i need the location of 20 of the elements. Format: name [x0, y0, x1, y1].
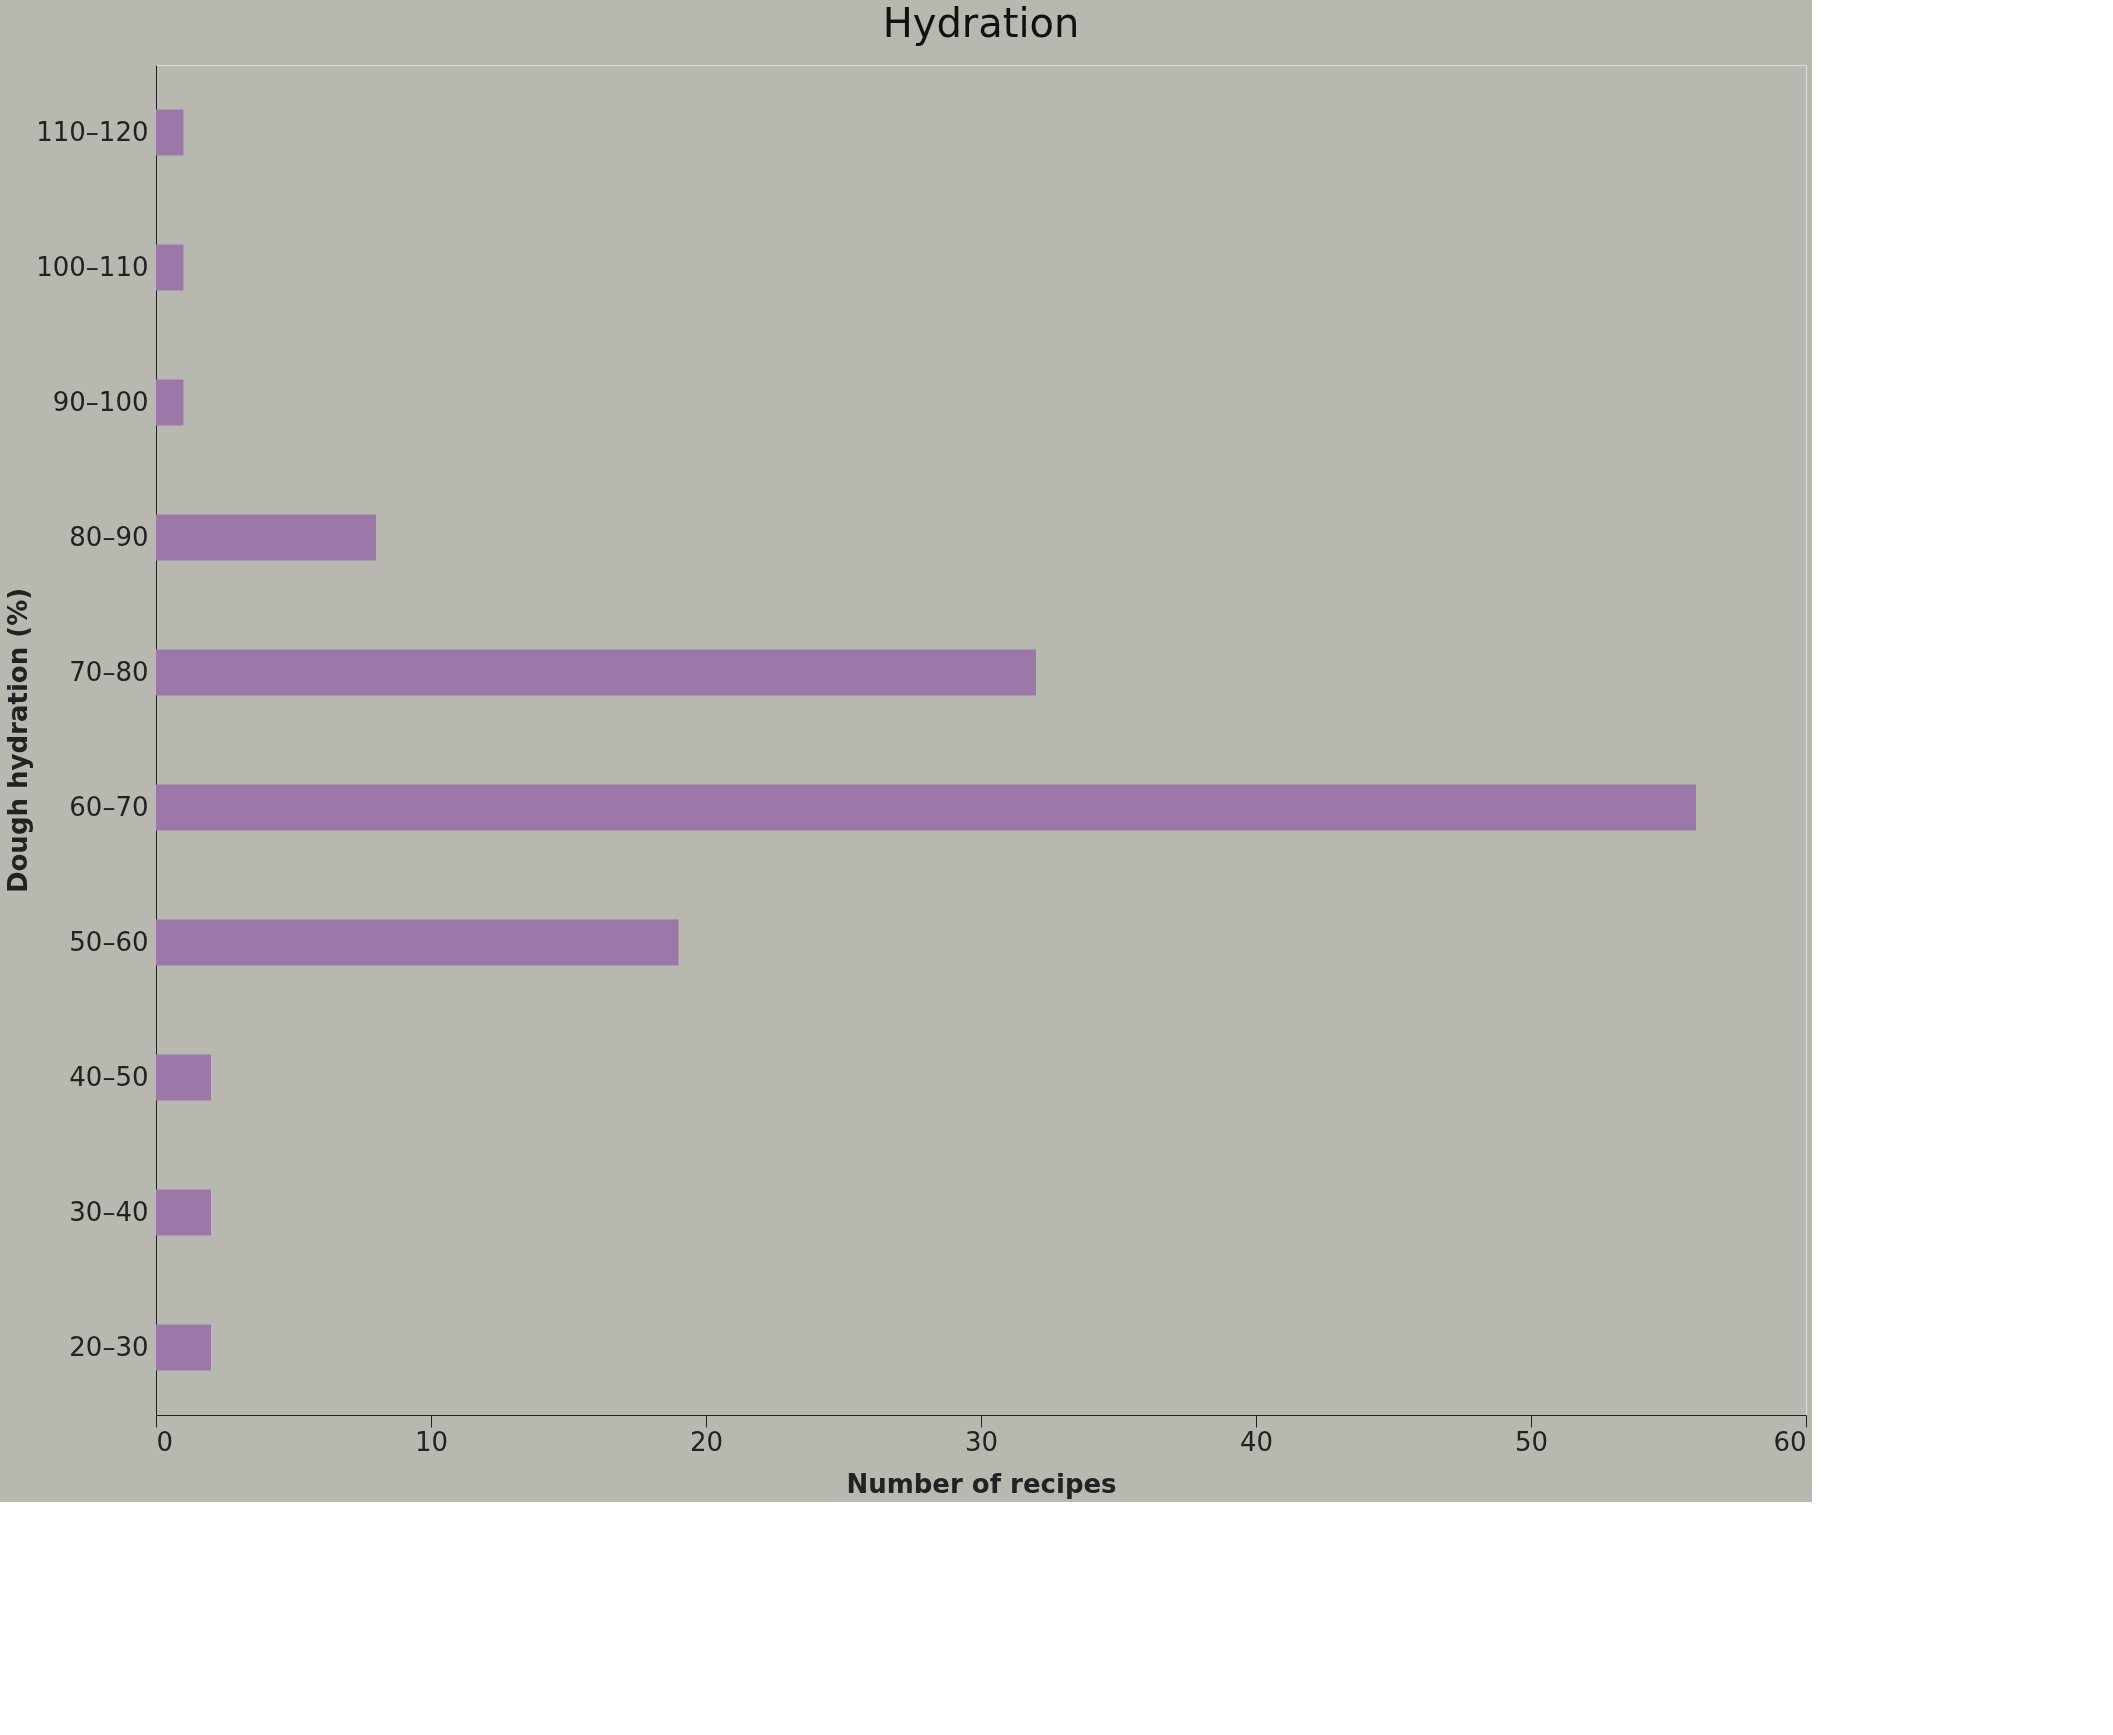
x-tick-label: 60: [1773, 1426, 1807, 1457]
y-tick-label: 90–100: [52, 387, 149, 417]
x-axis-title: Number of recipes: [846, 1468, 1117, 1499]
y-tick-label: 70–80: [69, 657, 149, 687]
y-axis-title: Dough hydration (%): [3, 587, 34, 894]
y-tick-label: 50–60: [69, 927, 149, 957]
y-tick-label: 110–120: [36, 117, 149, 147]
chart-title: Hydration: [882, 0, 1080, 46]
y-tick-label: 40–50: [69, 1062, 149, 1092]
x-tick-label: 20: [689, 1426, 724, 1457]
y-tick-label: 80–90: [69, 522, 149, 552]
x-tick-label: 50: [1514, 1426, 1549, 1457]
y-tick-label: 60–70: [69, 792, 149, 822]
y-tick-label: 100–110: [36, 252, 149, 282]
x-tick-label: 0: [156, 1426, 174, 1457]
y-tick-label: 30–40: [69, 1197, 149, 1227]
x-tick-label: 40: [1239, 1426, 1274, 1457]
y-tick-label: 20–30: [69, 1332, 149, 1362]
x-tick-label: 10: [414, 1426, 449, 1457]
x-tick-label: 30: [964, 1426, 999, 1457]
